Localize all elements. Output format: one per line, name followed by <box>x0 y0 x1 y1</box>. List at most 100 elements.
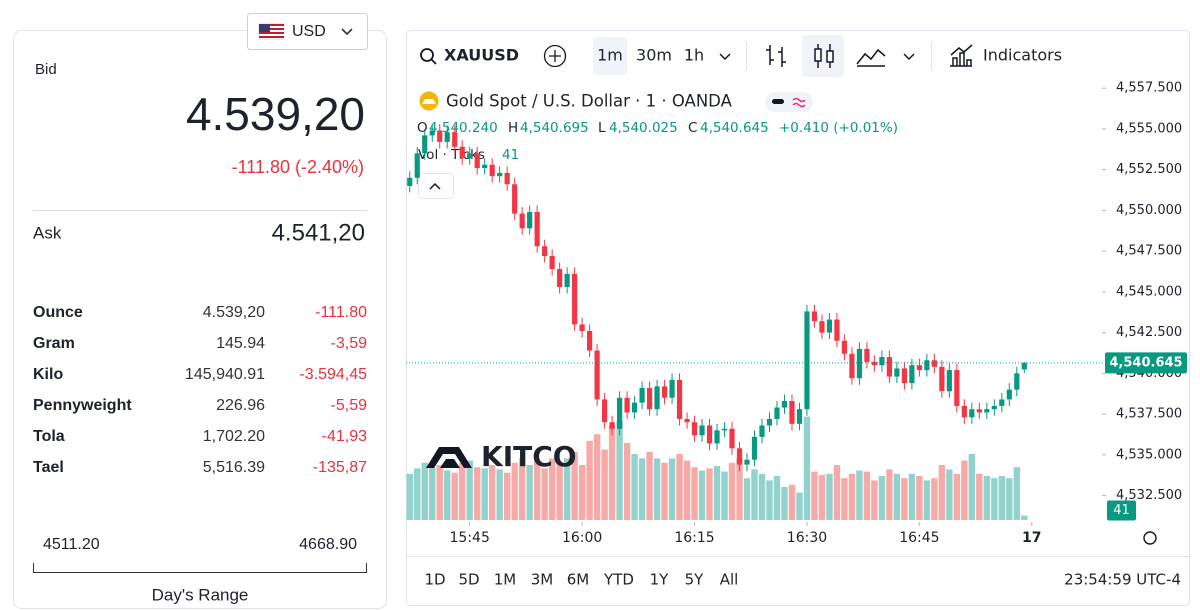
volume-bar <box>901 478 908 520</box>
unit-price: 4.539,20 <box>203 304 265 321</box>
currency-select[interactable] <box>247 13 368 50</box>
watermark <box>426 447 472 468</box>
x-tick-label: 15:45 <box>450 530 490 546</box>
volume-bar <box>796 492 803 520</box>
volume-bar <box>878 476 886 520</box>
volume-bar <box>578 465 586 520</box>
period-group: 1D 5D 1M 3M 6M YTD 1Y 5Y All <box>424 571 738 589</box>
period-button[interactable]: 5Y <box>685 571 705 589</box>
candle-body <box>467 153 473 159</box>
interval-button[interactable]: 1m <box>597 46 623 65</box>
candle-body <box>946 370 952 392</box>
candle-body <box>909 365 915 384</box>
volume-bar <box>871 480 878 520</box>
interval-button[interactable]: 1h <box>684 46 704 65</box>
chart-title: Gold Spot / U.S. Dollar · 1 · OANDA <box>446 92 733 111</box>
ask-label: Ask <box>33 223 62 242</box>
symbol[interactable]: XAUUSD <box>444 46 519 65</box>
candle-body <box>826 319 833 333</box>
volume-bar <box>436 465 443 520</box>
volume-tag-label: 41 <box>1113 503 1130 518</box>
search-icon[interactable] <box>420 48 434 62</box>
candle-body <box>631 402 638 413</box>
x-tick-label: 16:00 <box>562 530 602 546</box>
volume-bar <box>488 465 496 520</box>
candle-body <box>669 379 675 398</box>
volume-bar <box>751 469 758 520</box>
volume-bar <box>781 487 788 520</box>
volume-bar <box>811 471 818 520</box>
unit-name: Ounce <box>33 304 83 321</box>
indicators-button[interactable]: Indicators <box>983 46 1062 65</box>
period-button[interactable]: YTD <box>603 571 634 589</box>
unit-name: Kilo <box>33 366 63 383</box>
period-button[interactable]: 1D <box>424 571 445 589</box>
period-button[interactable]: 5D <box>458 571 479 589</box>
unit-change: -3.594,45 <box>299 366 367 383</box>
candle-body <box>602 399 608 423</box>
volume-bar <box>766 480 773 520</box>
unit-name: Tola <box>33 428 65 445</box>
volume-bar <box>661 462 668 520</box>
period-button[interactable]: All <box>720 571 739 589</box>
candle-body <box>684 418 690 423</box>
candle-body <box>654 386 660 410</box>
compare-button[interactable] <box>543 44 567 68</box>
volume-bar <box>631 454 638 520</box>
volume-bar <box>608 425 616 520</box>
candle-body <box>624 397 630 413</box>
period-button[interactable]: 3M <box>531 571 554 589</box>
last-price-tag <box>1105 352 1187 374</box>
volume-bar <box>743 478 751 520</box>
area-icon[interactable] <box>856 48 886 67</box>
candle-body <box>452 132 458 147</box>
clock: 23:54:59 UTC-4 <box>1064 571 1181 589</box>
candle-body <box>616 397 623 429</box>
candle-body <box>646 388 653 410</box>
candle-body <box>1021 362 1027 370</box>
volume-bar <box>856 470 863 520</box>
candle-body <box>497 172 503 177</box>
volume-bar <box>991 478 998 520</box>
candle-body <box>429 130 435 136</box>
chevron <box>341 28 353 36</box>
legend-value: 4,540.645 <box>700 120 769 136</box>
bars-icon[interactable] <box>766 45 786 67</box>
candle-body <box>729 428 735 449</box>
candle-body <box>736 448 743 465</box>
y-tick-label: 4,552.500 <box>1116 162 1182 177</box>
period-button[interactable]: 6M <box>567 571 590 589</box>
volume-bar <box>728 462 736 520</box>
volume-bar <box>1013 467 1021 520</box>
chevron[interactable] <box>719 53 731 61</box>
volume-bar <box>414 468 421 520</box>
volume-bar <box>758 473 766 520</box>
search-icon[interactable] <box>430 58 437 65</box>
indicators-icon[interactable] <box>950 44 973 67</box>
period-button[interactable]: 1M <box>494 571 517 589</box>
volume-bar <box>481 468 488 520</box>
period-button[interactable]: 1Y <box>650 571 670 589</box>
interval-button[interactable]: 30m <box>636 46 672 65</box>
unit-price: 5,516.39 <box>203 459 265 476</box>
unit-price: 1,702.20 <box>203 428 265 445</box>
volume-bar <box>1006 478 1013 520</box>
candle-body <box>901 368 907 384</box>
y-tick-label: 4,547.500 <box>1116 244 1182 259</box>
volume-bar <box>833 465 841 520</box>
chevron[interactable] <box>903 53 915 61</box>
volume-bar <box>429 467 436 520</box>
settings-icon[interactable] <box>1143 531 1157 545</box>
candle-body <box>879 357 885 366</box>
candles-active-bg <box>802 35 844 77</box>
y-tick-label: 4,545.000 <box>1116 284 1182 299</box>
range-high: 4668.90 <box>299 536 357 553</box>
volume-bar <box>976 473 983 520</box>
volume-bar <box>908 473 916 520</box>
unit-table: Ounce 4.539,20 -111.80 Gram 145.94 -3,59 Kilo 1… <box>33 304 367 476</box>
volume-bar <box>953 473 961 520</box>
candle-body <box>587 330 593 351</box>
volume-bar <box>586 440 593 520</box>
x-tick-label: 16:15 <box>674 530 714 546</box>
y-tick-label: 4,535.000 <box>1116 447 1182 462</box>
